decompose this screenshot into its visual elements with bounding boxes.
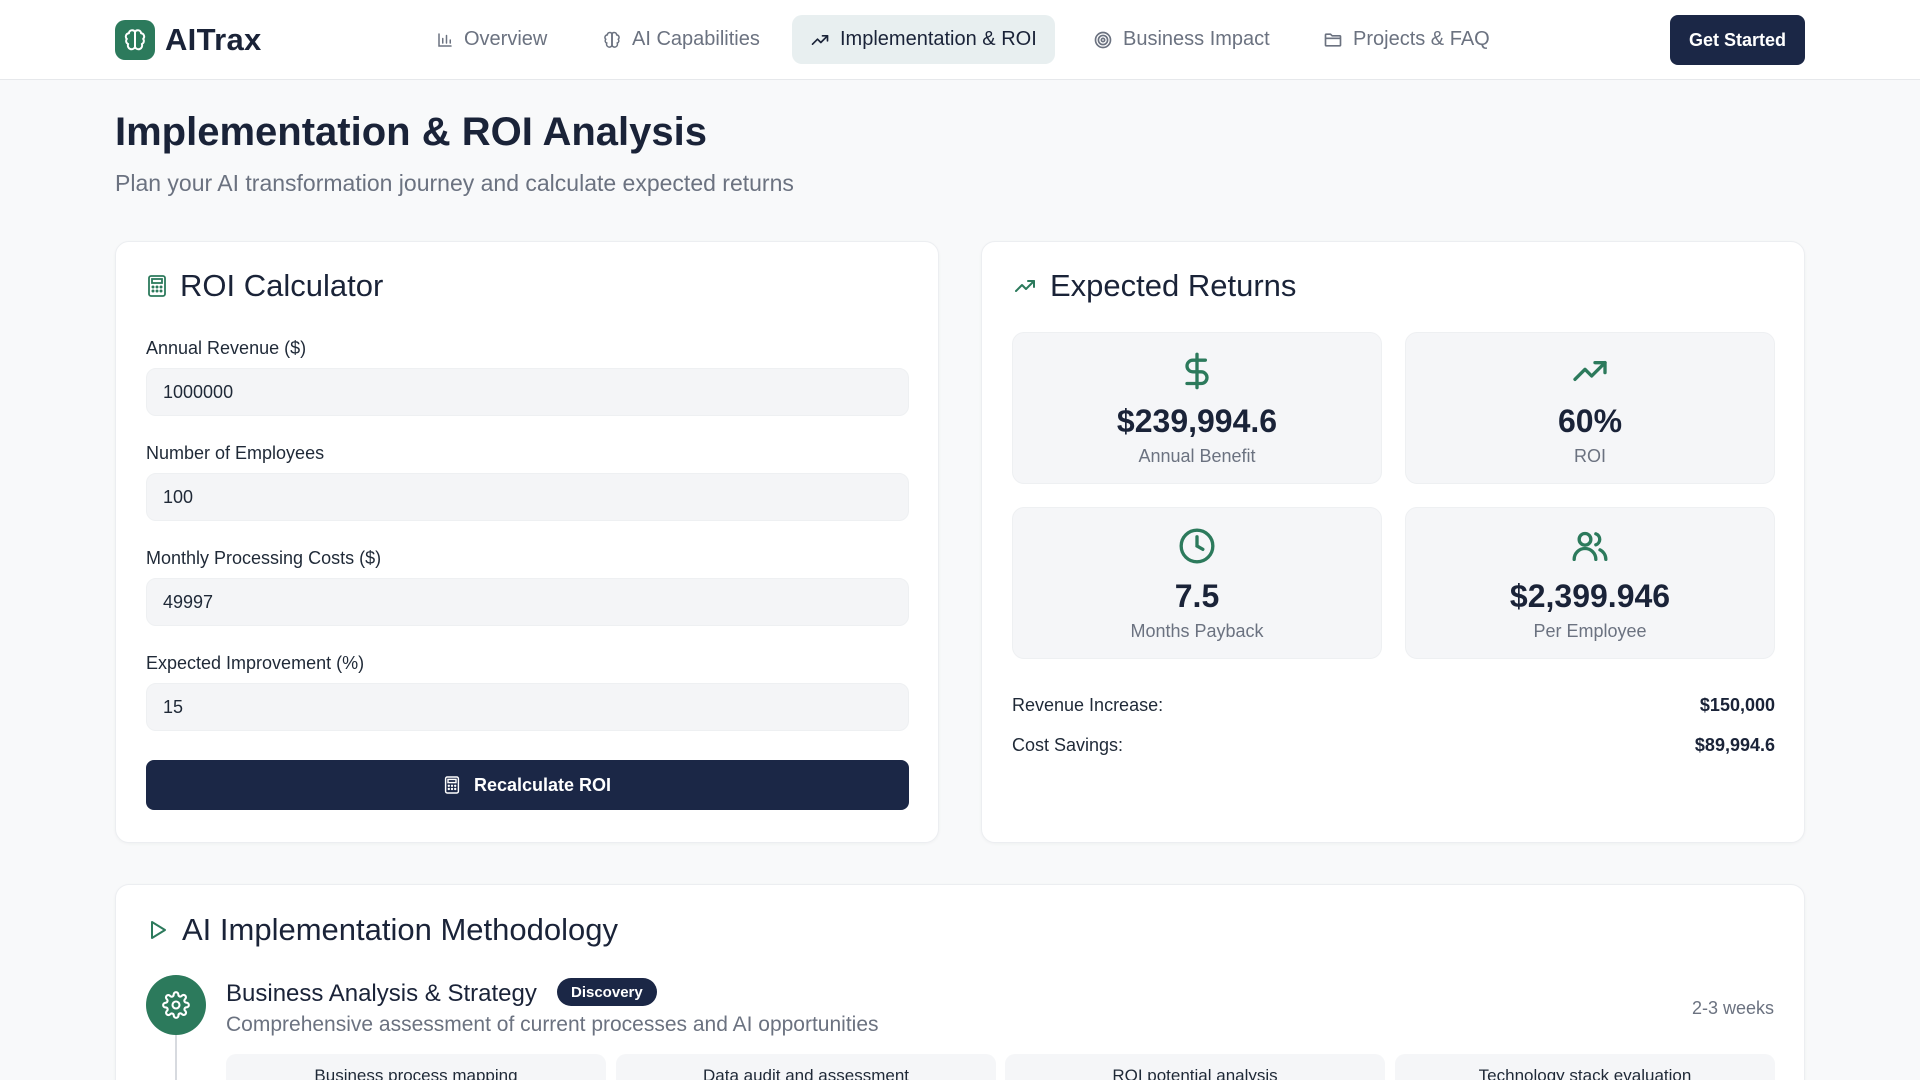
recalculate-roi-label: Recalculate ROI: [473, 774, 612, 795]
gear-icon: [162, 991, 190, 1019]
nav-item-label: Implementation & ROI: [840, 28, 1037, 50]
processing-costs-label: Monthly Processing Costs ($): [146, 548, 382, 568]
nav-item-projects-faq[interactable]: Projects & FAQ: [1305, 15, 1508, 64]
card-title-text: ROI Calculator: [180, 268, 384, 303]
expected-returns-heading: Expected Returns: [1012, 268, 1296, 304]
nav-item-ai-capabilities[interactable]: AI Capabilities: [584, 15, 778, 64]
metric-value: 60%: [1557, 403, 1623, 439]
status-badge: Discovery: [557, 978, 657, 1006]
nav-item-label: Overview: [464, 28, 548, 50]
clock-icon: [1179, 528, 1215, 564]
timeline-connector: [175, 1035, 177, 1080]
annual-revenue-input[interactable]: [146, 368, 909, 416]
trending-up-icon: [811, 34, 829, 45]
summary-value: $150,000: [1699, 695, 1775, 715]
improvement-input[interactable]: [146, 683, 909, 731]
logo[interactable]: AITrax: [115, 20, 262, 60]
page-subtitle: Plan your AI transformation journey and …: [115, 170, 794, 196]
nav-item-label: AI Capabilities: [632, 28, 760, 50]
dollar-icon: [1185, 352, 1209, 390]
metric-months-payback: 7.5 Months Payback: [1012, 507, 1382, 659]
app-name: AITrax: [165, 22, 262, 57]
card-title-text: Expected Returns: [1050, 268, 1297, 303]
summary-label: Revenue Increase:: [1012, 695, 1164, 715]
step-duration: 2-3 weeks: [1691, 998, 1774, 1018]
card-title-text: AI Implementation Methodology: [182, 912, 618, 947]
metric-label: Annual Benefit: [1138, 446, 1256, 466]
methodology-card: AI Implementation Methodology Business A…: [115, 884, 1805, 1080]
step-description: Comprehensive assessment of current proc…: [226, 1013, 879, 1036]
task-chip: Business process mapping: [226, 1054, 606, 1080]
step-gear-icon: [146, 975, 206, 1035]
nav-item-overview[interactable]: Overview: [418, 15, 565, 64]
metric-roi: 60% ROI: [1405, 332, 1775, 484]
improvement-label: Expected Improvement (%): [146, 653, 365, 673]
metric-label: ROI: [1573, 446, 1606, 466]
annual-revenue-label: Annual Revenue ($): [146, 338, 307, 358]
metric-per-employee: $2,399.946 Per Employee: [1405, 507, 1775, 659]
top-header: AITrax Overview AI Capabilities Implemen…: [0, 0, 1920, 80]
nav-item-implementation-roi[interactable]: Implementation & ROI: [792, 15, 1055, 64]
metric-label: Per Employee: [1533, 621, 1647, 641]
employees-input[interactable]: [146, 473, 909, 521]
get-started-button[interactable]: Get Started: [1670, 15, 1805, 65]
nav-item-business-impact[interactable]: Business Impact: [1075, 15, 1288, 64]
folder-icon: [1324, 32, 1342, 47]
task-chip: Technology stack evaluation: [1395, 1054, 1775, 1080]
brain-icon: [604, 31, 620, 48]
task-chip: Data audit and assessment: [616, 1054, 996, 1080]
processing-costs-input[interactable]: [146, 578, 909, 626]
metric-value: 7.5: [1174, 578, 1220, 614]
task-chip: ROI potential analysis: [1005, 1054, 1385, 1080]
nav-item-label: Business Impact: [1123, 28, 1270, 50]
summary-row-cost-savings: Cost Savings: $89,994.6: [1012, 735, 1775, 756]
users-icon: [1572, 531, 1608, 561]
summary-row-revenue-increase: Revenue Increase: $150,000: [1012, 695, 1775, 716]
metric-value: $239,994.6: [1116, 403, 1278, 439]
recalculate-roi-button[interactable]: Recalculate ROI: [146, 760, 909, 810]
main-nav: Overview AI Capabilities Implementation …: [0, 0, 1920, 80]
step-title: Business Analysis & Strategy: [226, 980, 537, 1007]
summary-value: $89,994.6: [1694, 735, 1775, 755]
brain-logo-icon: [115, 20, 155, 60]
expected-returns-card: Expected Returns $239,994.6 Annual Benef…: [981, 241, 1805, 843]
nav-item-label: Projects & FAQ: [1353, 28, 1490, 50]
metric-value: $2,399.946: [1509, 578, 1671, 614]
roi-calculator-heading: ROI Calculator: [146, 268, 383, 304]
trending-up-icon: [1573, 361, 1607, 381]
trending-up-icon: [1015, 280, 1035, 292]
employees-label: Number of Employees: [146, 443, 325, 463]
metric-annual-benefit: $239,994.6 Annual Benefit: [1012, 332, 1382, 484]
bar-chart-icon: [438, 32, 452, 47]
metric-label: Months Payback: [1130, 621, 1264, 641]
calculator-icon: [444, 776, 460, 794]
methodology-heading: AI Implementation Methodology: [146, 912, 618, 948]
roi-calculator-card: ROI Calculator Annual Revenue ($) Number…: [115, 241, 939, 843]
calculator-icon: [148, 275, 166, 297]
target-icon: [1094, 31, 1112, 48]
play-icon: [151, 921, 166, 939]
summary-label: Cost Savings:: [1012, 735, 1124, 755]
page-title: Implementation & ROI Analysis: [115, 110, 707, 154]
